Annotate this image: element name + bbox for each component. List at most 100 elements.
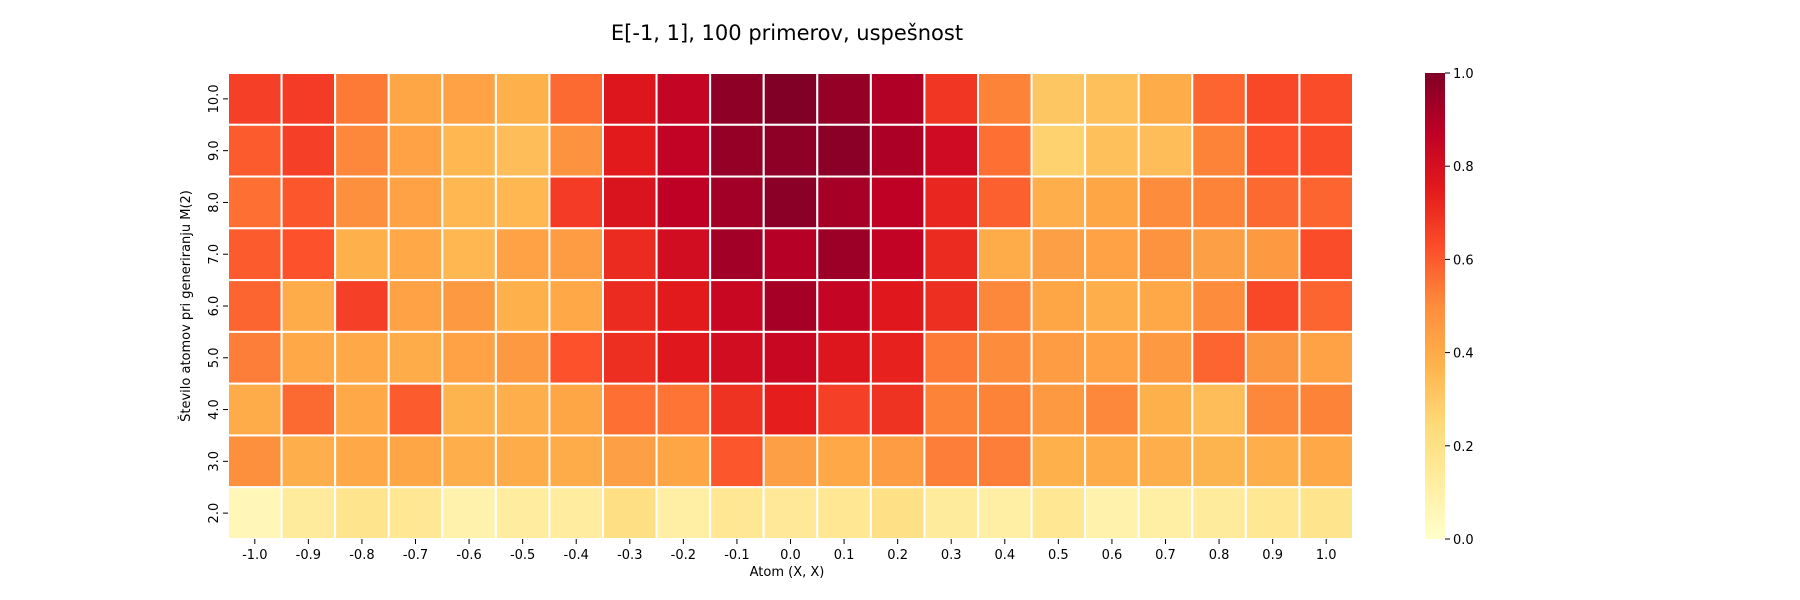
heatmap-cell (334, 123, 390, 178)
colorbar-tick-label: 0.2 (1453, 440, 1474, 455)
heatmap-cell (334, 175, 390, 230)
heatmap-cell (387, 486, 444, 540)
y-tick-label: 10.0 (207, 84, 222, 113)
y-tick-label: 5.0 (207, 347, 222, 368)
heatmap-cell (227, 123, 283, 178)
y-tick-label: 7.0 (207, 244, 222, 265)
heatmap-cell (494, 72, 551, 126)
heatmap-cell (387, 279, 444, 333)
heatmap-cell (1191, 330, 1247, 385)
heatmap-cell (816, 175, 872, 230)
heatmap-cell (709, 330, 765, 385)
heatmap-cell (923, 175, 979, 230)
heatmap-cell (1191, 227, 1247, 282)
heatmap-cell (762, 175, 819, 230)
x-tick-label: -0.9 (296, 548, 321, 563)
heatmap-cell (227, 175, 283, 230)
heatmap-cell (1298, 175, 1355, 230)
heatmap-cells (227, 72, 1355, 540)
heatmap-cell (977, 486, 1033, 540)
heatmap-cell (387, 330, 444, 385)
heatmap-cell (227, 382, 283, 437)
heatmap-cell (762, 330, 819, 385)
heatmap-cell (1030, 279, 1087, 333)
heatmap-cell (1137, 330, 1194, 385)
heatmap-cell (602, 330, 658, 385)
heatmap-cell (548, 330, 604, 385)
heatmap-cell (816, 72, 872, 126)
heatmap-cell (977, 175, 1033, 230)
heatmap-cell (1191, 72, 1247, 126)
colorbar (1425, 73, 1445, 539)
heatmap-cell (602, 227, 658, 282)
heatmap-cell (334, 279, 390, 333)
x-tick-label: 0.1 (834, 548, 855, 563)
heatmap-cell (762, 434, 819, 489)
heatmap-cell (869, 279, 926, 333)
x-tick-label: 0.6 (1102, 548, 1123, 563)
heatmap-cell (923, 72, 979, 126)
heatmap-cell (709, 279, 765, 333)
heatmap-cell (1084, 123, 1140, 178)
heatmap-cell (387, 123, 444, 178)
heatmap-cell (709, 382, 765, 437)
heatmap-cell (816, 123, 872, 178)
heatmap-cell (977, 123, 1033, 178)
heatmap-cell (494, 434, 551, 489)
heatmap-cell (1030, 123, 1087, 178)
heatmap-cell (1191, 279, 1247, 333)
heatmap-cell (1298, 434, 1355, 489)
heatmap-cell (1084, 486, 1140, 540)
heatmap-cell (1137, 279, 1194, 333)
heatmap-cell (1244, 123, 1301, 178)
heatmap-cell (655, 279, 712, 333)
y-tick-label: 6.0 (207, 296, 222, 317)
heatmap-cell (1244, 175, 1301, 230)
heatmap-cell (280, 227, 337, 282)
heatmap-cell (1244, 486, 1301, 540)
heatmap-cell (1191, 486, 1247, 540)
heatmap-cell (709, 175, 765, 230)
chart-title: E[-1, 1], 100 primerov, uspešnost (611, 21, 963, 45)
heatmap-cell (1137, 72, 1194, 126)
heatmap-cell (1137, 434, 1194, 489)
heatmap-cell (816, 330, 872, 385)
heatmap-cell (1137, 382, 1194, 437)
heatmap-cell (334, 330, 390, 385)
y-tick-label: 8.0 (207, 192, 222, 213)
heatmap-cell (1244, 279, 1301, 333)
heatmap-cell (441, 72, 497, 126)
heatmap-cell (655, 227, 712, 282)
heatmap-cell (1084, 330, 1140, 385)
heatmap-cell (334, 72, 390, 126)
heatmap-cell (655, 382, 712, 437)
x-tick-label: 0.2 (887, 548, 908, 563)
heatmap-cell (1137, 486, 1194, 540)
heatmap-cell (655, 175, 712, 230)
x-tick-label: 1.0 (1316, 548, 1337, 563)
colorbar-tick-label: 0.8 (1453, 160, 1474, 175)
colorbar-tick-label: 1.0 (1453, 67, 1474, 82)
heatmap-cell (441, 227, 497, 282)
heatmap-cell (923, 486, 979, 540)
heatmap-cell (869, 123, 926, 178)
heatmap-cell (869, 486, 926, 540)
heatmap-cell (1030, 175, 1087, 230)
x-tick-label: -0.8 (349, 548, 374, 563)
y-tick-label: 3.0 (207, 451, 222, 472)
x-tick-label: 0.0 (780, 548, 801, 563)
heatmap-cell (977, 330, 1033, 385)
heatmap-cell (280, 434, 337, 489)
heatmap-cell (227, 486, 283, 540)
x-tick-label: -0.4 (564, 548, 589, 563)
heatmap-cell (1137, 123, 1194, 178)
heatmap-cell (1298, 486, 1355, 540)
heatmap-cell (1298, 227, 1355, 282)
heatmap-cell (869, 175, 926, 230)
heatmap-cell (280, 279, 337, 333)
heatmap-cell (655, 72, 712, 126)
heatmap-cell (1030, 227, 1087, 282)
heatmap-cell (977, 227, 1033, 282)
colorbar-ticks: 0.0 0.2 0.4 0.6 0.8 1.0 (1445, 67, 1474, 548)
heatmap-cell (762, 486, 819, 540)
